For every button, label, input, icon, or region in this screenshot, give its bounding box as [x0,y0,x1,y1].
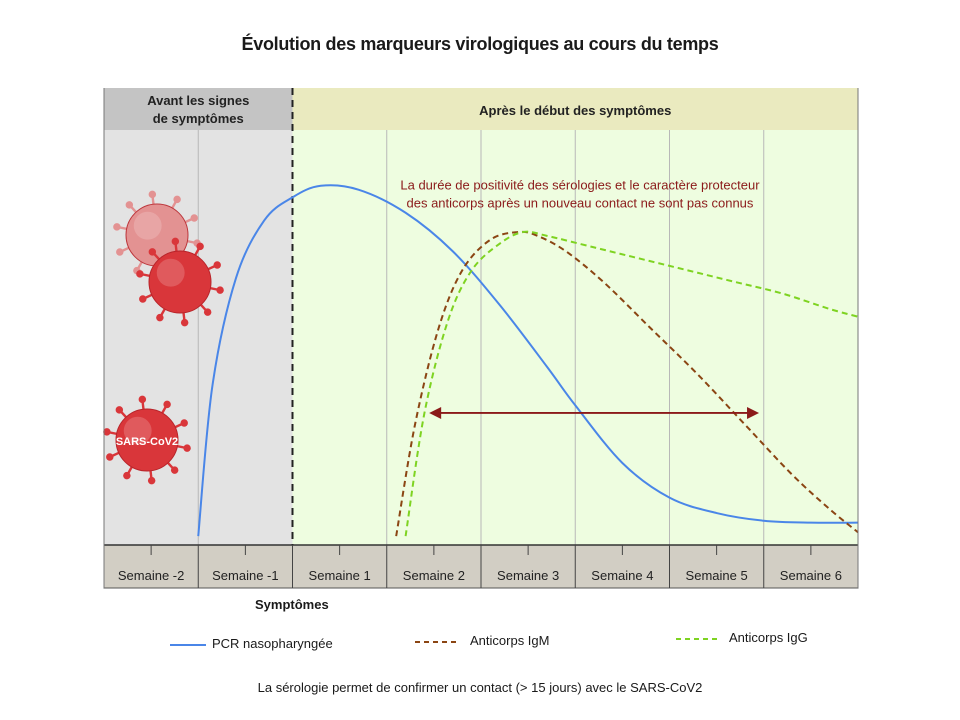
virus-spike-tip [106,453,114,461]
virus-spike-tip [113,223,121,231]
x-tick-label: Semaine 2 [403,568,465,583]
chart-title: Évolution des marqueurs virologiques au … [241,34,719,54]
legend-line-igg [676,638,718,640]
duration-arrow-head-right [747,406,760,419]
virus-spike-tip [170,466,179,474]
virus-icon [103,395,191,485]
virus-body [148,250,212,314]
virus-spike-tip [163,400,171,409]
virus-spike-tip [180,419,188,427]
virus-spike-tip [213,261,221,269]
x-tick-label: Semaine 4 [591,568,653,583]
virus-spike-tip [203,308,212,316]
virus-spike-tip [196,242,204,251]
virus-spike-tip [156,313,164,322]
virus-icon [136,237,224,327]
virus-spike-tip [115,406,124,414]
region-after-label: Après le début des symptômes [479,103,671,118]
x-tick-label: Semaine 6 [780,568,842,583]
virus-spike-tip [183,444,191,452]
virus-spike-tip [147,476,156,485]
legend-label-igm: Anticorps IgM [470,633,550,648]
x-tick-label: Semaine -1 [212,568,278,583]
legend-line-igm [415,641,457,643]
region-before-label-line1: Avant les signes [147,93,249,108]
virus-spike-tip [148,248,157,256]
series-line-pcr [197,184,859,537]
virus-highlight [156,258,185,287]
annotation-line: La durée de positivité des sérologies et… [400,178,760,193]
virus-spike-tip [139,295,147,303]
virus-body [115,408,179,472]
footer-note: La sérologie permet de confirmer un cont… [257,680,703,695]
symptoms-label: Symptômes [255,597,329,612]
virus-spike-tip [148,190,157,199]
virus-spike-tip [190,214,198,222]
region-before-label-line2: de symptômes [153,111,244,126]
virus-label: SARS-CoV2 [116,436,178,448]
virus-spike-tip [216,286,224,294]
series-line-igg [404,230,859,537]
virus-highlight [123,416,152,445]
legend-line-pcr [170,644,206,646]
legend-label-igg: Anticorps IgG [729,630,808,645]
annotation-line: des anticorps après un nouveau contact n… [407,196,754,211]
virus-spike-tip [138,395,147,404]
virus-spike-tip [180,318,189,327]
virus-spike-tip [103,428,111,436]
virus-highlight [133,211,162,240]
region-before-header [104,88,293,130]
duration-arrow-head-left [429,406,442,419]
virus-spike-tip [171,237,180,246]
x-tick-label: Semaine 5 [686,568,748,583]
legend-label-pcr: PCR nasopharyngée [212,636,333,651]
virus-spike-tip [125,201,134,209]
virus-spike-tip [136,270,144,278]
region-after-header [292,88,858,130]
x-tick-label: Semaine 3 [497,568,559,583]
series-line-igm [395,230,859,537]
virus-spike-tip [116,248,124,256]
x-tick-label: Semaine 1 [309,568,371,583]
x-tick-label: Semaine -2 [118,568,184,583]
virus-spike-tip [123,471,131,480]
virus-spike-tip [173,195,181,204]
